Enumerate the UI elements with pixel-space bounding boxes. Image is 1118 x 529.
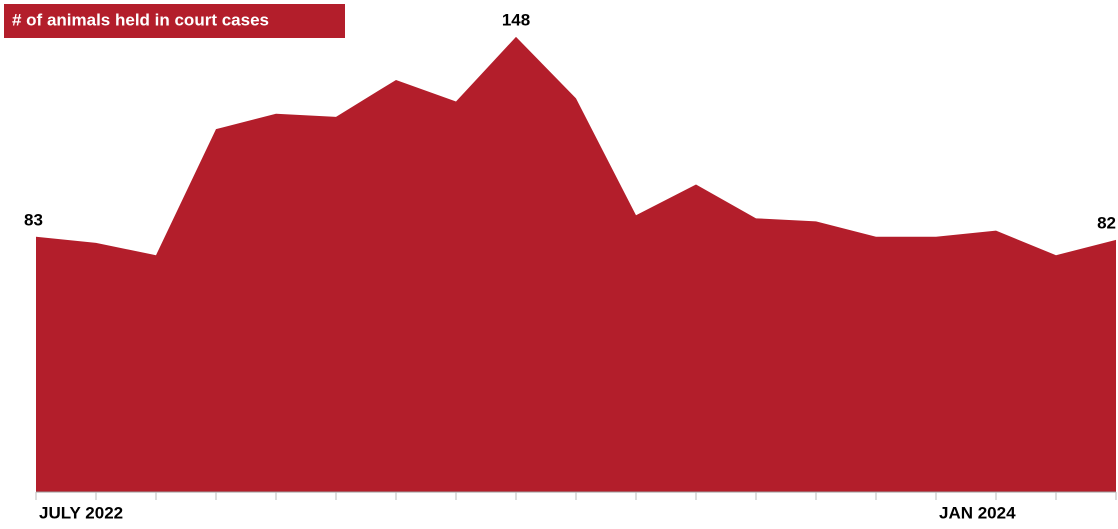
title-box xyxy=(4,4,345,38)
data-label: 148 xyxy=(502,10,530,29)
x-tick-label: JULY 2022 xyxy=(39,503,123,522)
data-label: 82 xyxy=(1097,213,1116,232)
x-tick-label: JAN 2024 xyxy=(939,503,1016,522)
data-label: 83 xyxy=(24,210,43,229)
area xyxy=(36,36,1116,493)
chart-title: # of animals held in court cases xyxy=(12,10,269,29)
